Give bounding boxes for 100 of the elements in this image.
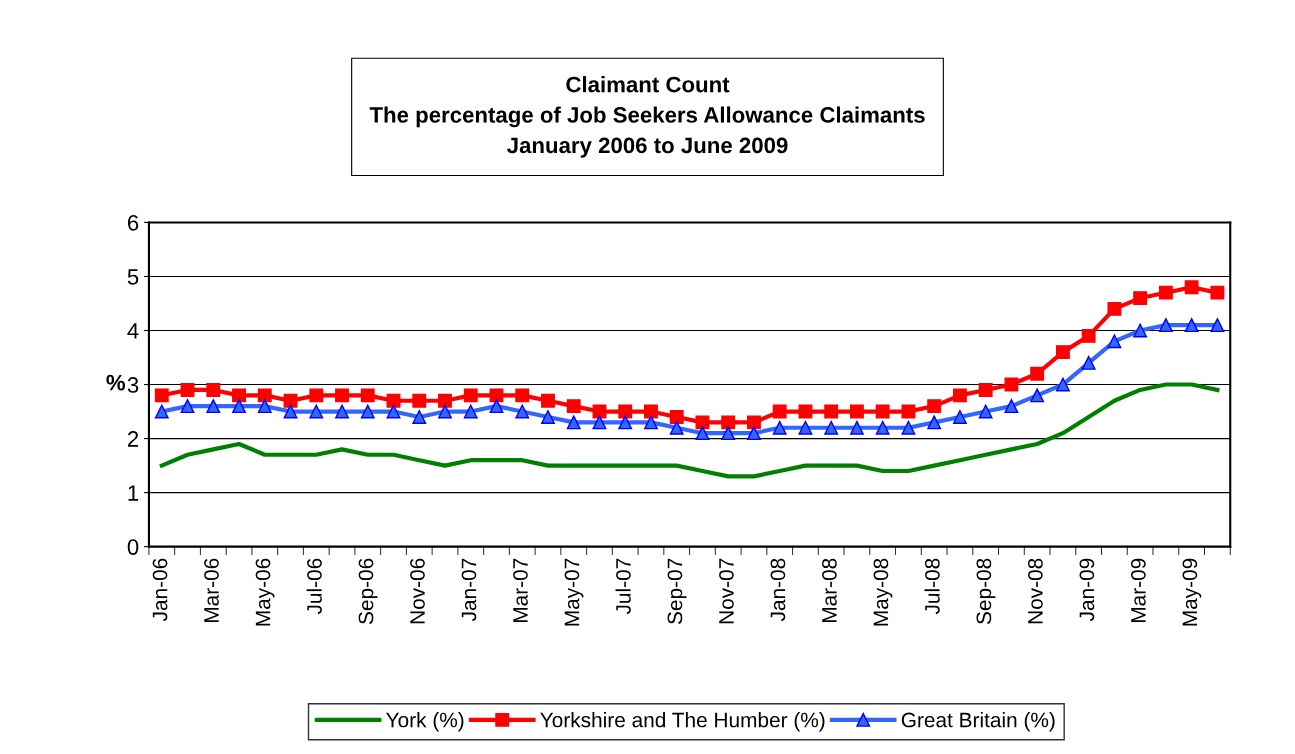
point xyxy=(232,399,246,414)
y-tick-label: 4 xyxy=(127,323,139,339)
y-axis-title: % xyxy=(106,374,126,391)
point xyxy=(180,399,195,414)
point xyxy=(515,404,530,419)
point xyxy=(463,388,478,403)
point xyxy=(1004,399,1019,414)
point xyxy=(206,382,221,397)
point xyxy=(1184,318,1199,333)
x-tick-label: Sep-06 xyxy=(358,558,378,624)
point xyxy=(927,399,942,414)
x-tick-label: Mar-06 xyxy=(204,558,219,623)
x-tick-label: May-09 xyxy=(1182,558,1202,626)
point xyxy=(1210,318,1225,333)
point xyxy=(695,426,710,441)
chart-title: Claimant Count The percentage of Job Seekers Allowance Claimants January 2006 to June 2009 xyxy=(369,76,925,158)
point xyxy=(232,388,246,403)
point xyxy=(901,404,916,419)
point xyxy=(257,399,272,414)
x-tick-label: Jul-06 xyxy=(306,558,322,615)
x-tick-label: Jul-08 xyxy=(924,558,940,615)
x-tick-label: Jan-06 xyxy=(152,558,168,622)
x-tick-label: Nov-07 xyxy=(719,558,734,624)
point xyxy=(541,410,555,424)
point xyxy=(644,415,658,430)
point xyxy=(849,420,864,435)
point xyxy=(721,426,736,441)
point xyxy=(566,399,581,414)
point xyxy=(901,420,916,435)
point xyxy=(1133,323,1148,338)
point xyxy=(463,404,478,419)
point xyxy=(386,393,401,408)
point xyxy=(257,388,272,403)
point xyxy=(978,404,993,419)
point xyxy=(1030,366,1045,381)
point xyxy=(386,404,401,419)
point xyxy=(618,415,633,430)
point xyxy=(283,393,298,408)
point xyxy=(952,388,967,403)
legend-label: Great Britain (%) xyxy=(901,712,1055,732)
point xyxy=(978,382,993,397)
x-tick-label: Sep-08 xyxy=(976,558,996,624)
point xyxy=(335,388,349,403)
x-tick-label: May-06 xyxy=(255,558,275,626)
point xyxy=(669,410,684,424)
point xyxy=(927,415,942,430)
point xyxy=(875,404,890,419)
point xyxy=(1158,285,1173,300)
point xyxy=(489,399,504,414)
point xyxy=(1030,388,1045,403)
point xyxy=(824,404,839,419)
point xyxy=(1004,377,1019,392)
x-tick-label: Nov-06 xyxy=(410,558,425,624)
point xyxy=(438,404,452,419)
point xyxy=(1055,345,1070,360)
x-tick-label: May-07 xyxy=(564,558,584,626)
y-tick-label: 6 xyxy=(127,214,139,231)
point xyxy=(1055,377,1070,392)
point xyxy=(1133,291,1148,306)
x-tick-label: Mar-08 xyxy=(822,558,837,623)
legend-label: Yorkshire and The Humber (%) xyxy=(540,712,825,732)
x-tick-label: Nov-08 xyxy=(1028,558,1043,624)
point xyxy=(1081,328,1096,343)
point xyxy=(412,393,427,408)
point xyxy=(747,426,761,441)
point xyxy=(952,410,967,424)
point xyxy=(798,420,813,435)
point xyxy=(489,388,504,403)
point xyxy=(772,404,787,419)
x-tick-label: Jan-08 xyxy=(770,558,786,622)
line-series xyxy=(159,382,1220,479)
point xyxy=(618,404,633,419)
point xyxy=(1107,334,1122,349)
point xyxy=(747,415,761,430)
point xyxy=(154,404,169,419)
point xyxy=(721,415,736,430)
point xyxy=(309,388,324,403)
point xyxy=(644,404,658,419)
point xyxy=(283,404,298,419)
point xyxy=(772,420,787,435)
x-tick-label: Jan-07 xyxy=(461,558,477,622)
y-tick-label: 1 xyxy=(128,485,139,501)
x-tick-label: Jul-07 xyxy=(615,558,631,615)
x-tick-label: Mar-07 xyxy=(513,558,528,623)
point xyxy=(360,404,375,419)
y-tick-label: 3 xyxy=(127,377,139,393)
point xyxy=(1184,280,1199,295)
point xyxy=(566,415,581,430)
point xyxy=(206,399,221,414)
point xyxy=(1081,355,1096,370)
x-tick-label: Sep-07 xyxy=(667,558,687,624)
point xyxy=(309,404,324,419)
point xyxy=(541,393,555,408)
x-tick-label: Jan-09 xyxy=(1079,558,1095,622)
point xyxy=(335,404,349,419)
point xyxy=(1107,301,1122,316)
point xyxy=(1158,318,1173,333)
point xyxy=(438,393,452,408)
point xyxy=(360,388,375,403)
point xyxy=(798,404,813,419)
